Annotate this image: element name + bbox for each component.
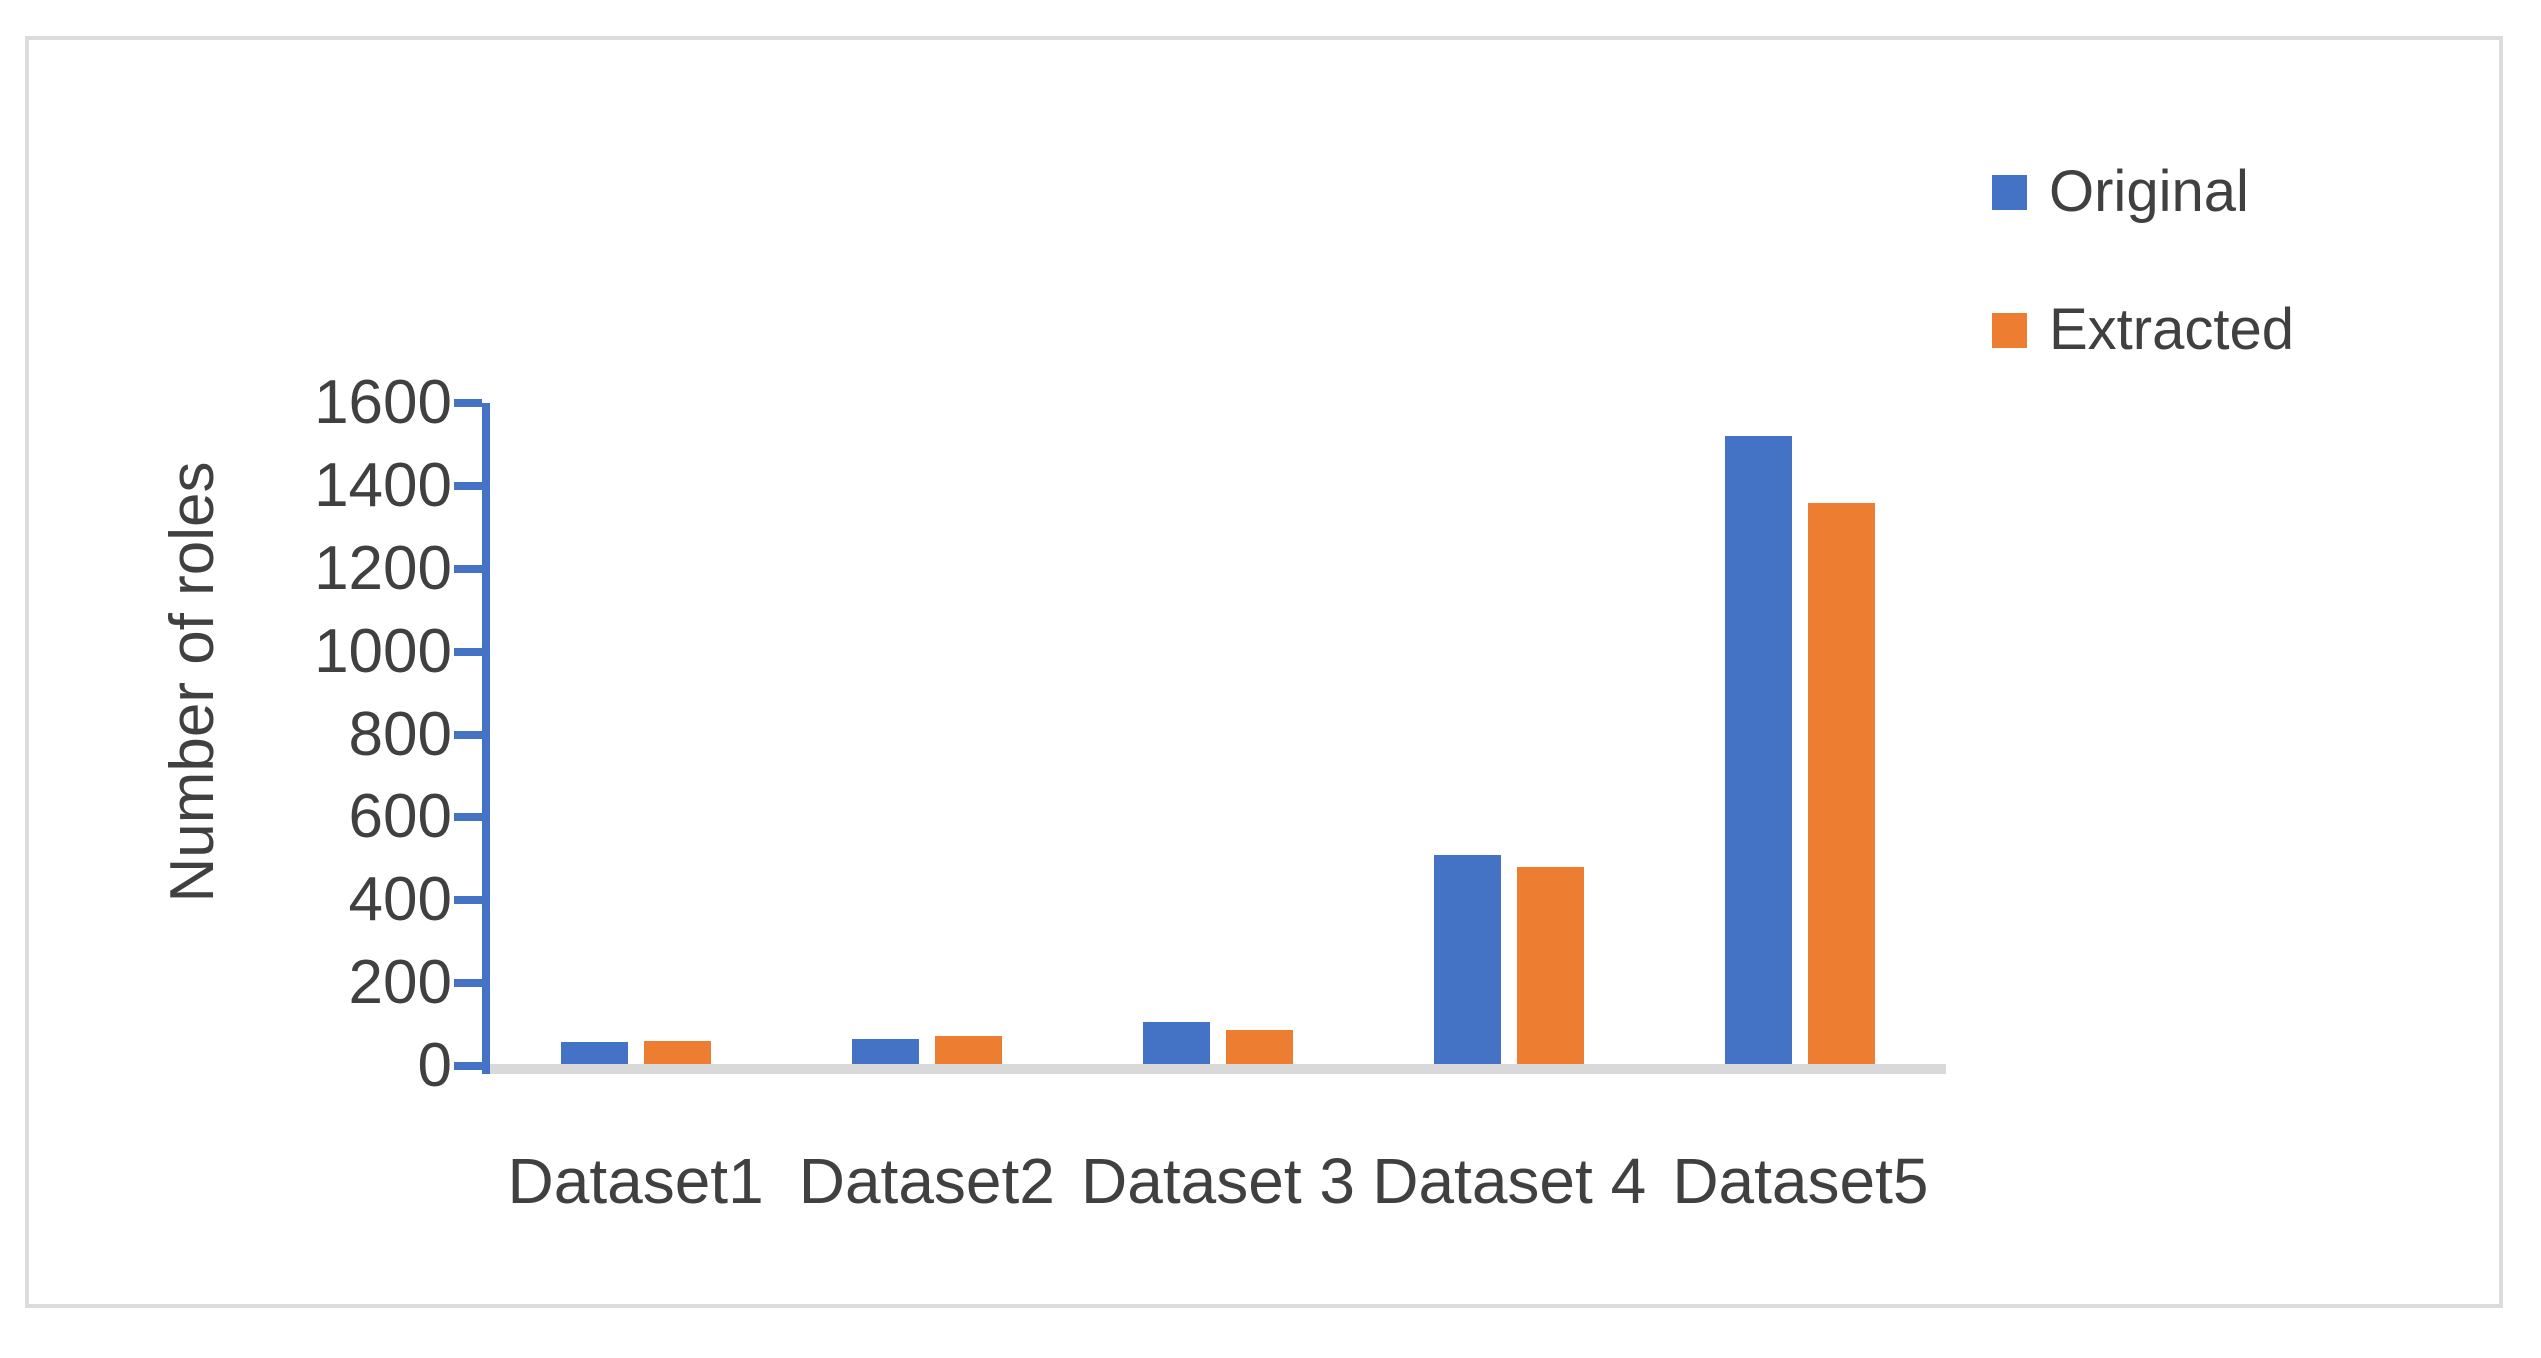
y-axis-tick	[454, 1062, 482, 1070]
y-axis-tick-label: 200	[348, 948, 452, 1018]
y-axis-tick-label: 1400	[314, 450, 452, 520]
y-axis-tick	[454, 979, 482, 988]
bar-extracted-dataset1	[643, 1041, 711, 1066]
bar-extracted-dataset2	[934, 1036, 1002, 1066]
y-axis-tick	[454, 647, 482, 656]
y-axis-tick-label: 1600	[314, 368, 452, 437]
legend-item-extracted: Extracted	[1992, 295, 2294, 365]
y-axis-tick-label: 1000	[314, 616, 452, 686]
bar-original-dataset3	[1143, 1022, 1210, 1066]
x-axis-line	[490, 1064, 1946, 1074]
y-axis-tick-label: 600	[348, 782, 452, 852]
y-axis-tick	[454, 564, 482, 573]
x-axis-label-3: Dataset 3	[1081, 1145, 1355, 1217]
y-axis-tick-label: 800	[348, 699, 452, 769]
legend-label-extracted: Extracted	[2049, 297, 2294, 362]
x-axis-label-4: Dataset 4	[1372, 1145, 1647, 1217]
chart-border-frame	[25, 36, 2503, 1308]
x-axis-label-1: Dataset1	[507, 1145, 764, 1217]
bar-extracted-dataset3	[1226, 1030, 1293, 1066]
y-axis-line	[482, 403, 490, 1074]
bar-original-dataset4	[1434, 855, 1502, 1066]
legend-marker-original	[1992, 174, 2027, 210]
y-axis-tick	[454, 730, 482, 739]
bar-original-dataset5	[1725, 436, 1793, 1066]
x-axis-label-5: Dataset5	[1672, 1145, 1929, 1217]
y-axis-tick-label: 1200	[314, 533, 452, 603]
legend-label-original: Original	[2049, 159, 2249, 224]
y-axis-tick	[454, 399, 482, 407]
bar-original-dataset1	[560, 1042, 628, 1066]
y-axis-tick	[454, 481, 482, 490]
y-axis-tick-label: 400	[348, 865, 452, 935]
legend-item-original: Original	[1992, 157, 2249, 227]
x-axis-label-2: Dataset2	[798, 1145, 1055, 1217]
bar-extracted-dataset4	[1517, 867, 1585, 1066]
y-axis-tick	[454, 813, 482, 822]
legend-marker-extracted	[1992, 312, 2027, 348]
y-axis-tick-label: 0	[417, 1031, 452, 1100]
bar-extracted-dataset5	[1808, 503, 1876, 1066]
y-axis-tick	[454, 896, 482, 905]
bar-original-dataset2	[851, 1039, 919, 1066]
